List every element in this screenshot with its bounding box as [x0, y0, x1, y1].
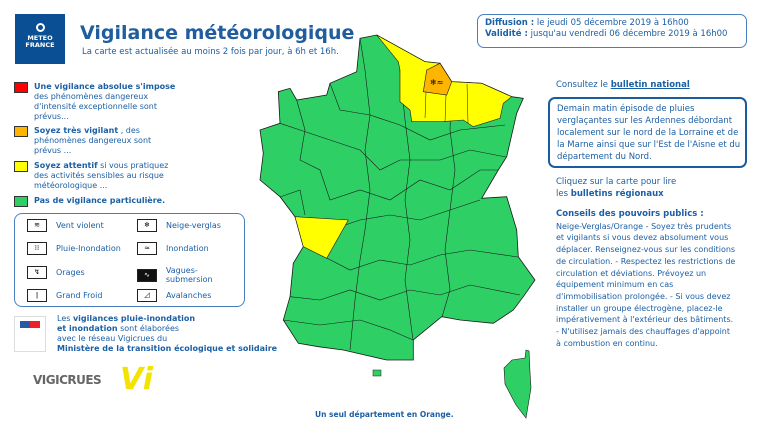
flood-icon: ≈: [137, 242, 157, 255]
green-swatch: [14, 196, 28, 207]
department-border: [466, 83, 469, 124]
ministry-logo: [14, 316, 46, 352]
yellow-swatch: [14, 161, 28, 172]
bulletins-regionaux-link[interactable]: bulletins régionaux: [570, 189, 664, 199]
snow-ice-icon: ❄≈: [430, 78, 443, 87]
map-orange-ardennes[interactable]: [422, 62, 453, 96]
thermometer-icon: ǀ: [27, 289, 47, 302]
legend-orange: Soyez très vigilant , des phénomènes dan…: [14, 126, 169, 156]
risk-storm: ↯ Orages: [27, 266, 85, 279]
storm-icon: ↯: [27, 266, 47, 279]
legend-red: Une vigilance absolue s'impose des phénom…: [14, 82, 234, 122]
bulletin-national-link[interactable]: bulletin national: [610, 80, 690, 90]
map-corsica[interactable]: [503, 349, 532, 419]
bulletin-summary: Demain matin épisode de pluies verglaçan…: [548, 97, 747, 168]
legend-yellow: Soyez attentif si vous pratiquez des act…: [14, 161, 179, 191]
rain-flood-icon: ⁞⁞: [27, 242, 47, 255]
snow-ice-icon: ❄: [137, 219, 157, 232]
page-subtitle: La carte est actualisée au moins 2 fois …: [82, 47, 339, 57]
risk-legend: ≋ Vent violent ❄ Neige-verglas ⁞⁞ Pluie-Ino…: [14, 213, 245, 307]
regional-bulletins: Cliquez sur la carte pour lire les bullet…: [556, 177, 677, 199]
risk-cold: ǀ Grand Froid: [27, 289, 102, 302]
vigicrues-logo[interactable]: VIGICRUES: [33, 373, 102, 387]
meteo-france-logo[interactable]: METEO FRANCE: [15, 14, 65, 64]
vigicrues-text: Les vigilances pluie-inondation et inonda…: [57, 314, 278, 353]
map-yellow-west[interactable]: [294, 216, 349, 259]
legend-green: Pas de vigilance particulière.: [14, 196, 234, 207]
risk-flood: ≈ Inondation: [137, 242, 209, 255]
risk-wind: ≋ Vent violent: [27, 219, 104, 232]
validity-box: Diffusion : le jeudi 05 décembre 2019 à …: [477, 14, 747, 48]
department-borders: [279, 38, 521, 351]
risk-avalanche: ◿ Avalanches: [137, 289, 211, 302]
public-advice: Conseils des pouvoirs publics : Neige-Ver…: [556, 209, 736, 348]
avalanche-icon: ◿: [137, 289, 157, 302]
wind-icon: ≋: [27, 219, 47, 232]
department-border: [444, 94, 447, 123]
risk-snow: ❄ Neige-verglas: [137, 219, 221, 232]
red-swatch: [14, 82, 28, 93]
consult-national: Consultez le bulletin national: [556, 80, 690, 90]
risk-waves: ∿ Vagues-submersion: [137, 266, 244, 284]
orange-swatch: [14, 126, 28, 137]
map-andorra: [372, 369, 382, 377]
risk-rain-flood: ⁞⁞ Pluie-Inondation: [27, 242, 121, 255]
waves-icon: ∿: [137, 268, 157, 282]
map-footer: Un seul département en Orange.: [315, 410, 454, 419]
vi-logo: Vi: [120, 362, 153, 397]
page-title: Vigilance météorologique: [80, 22, 355, 44]
